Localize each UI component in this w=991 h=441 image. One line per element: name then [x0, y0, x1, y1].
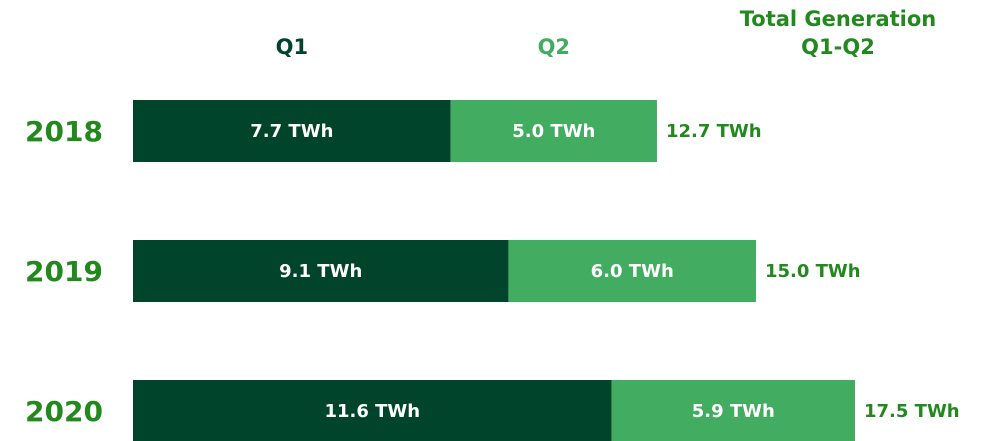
value-label: 9.1 TWh — [279, 261, 362, 282]
bar-segment — [450, 100, 657, 162]
bar-segment — [611, 380, 855, 441]
bar-segment — [508, 240, 756, 302]
year-label: 2020 — [25, 395, 103, 428]
value-label: 11.6 TWh — [324, 401, 420, 422]
value-label: 5.9 TWh — [692, 401, 775, 422]
value-label: 5.0 TWh — [512, 121, 595, 142]
total-label: 17.5 TWh — [864, 401, 960, 422]
bar-segment — [133, 380, 612, 441]
legend-header: Q1 — [276, 35, 308, 59]
totals-header: Q1-Q2 — [801, 35, 875, 59]
totals-header: Total Generation — [740, 7, 937, 31]
year-label: 2018 — [25, 115, 103, 148]
total-label: 12.7 TWh — [666, 121, 762, 142]
total-label: 15.0 TWh — [765, 261, 861, 282]
bar-segment — [133, 240, 509, 302]
year-label: 2019 — [25, 255, 103, 288]
bar-segment — [133, 100, 451, 162]
value-label: 6.0 TWh — [591, 261, 674, 282]
legend-header: Q2 — [538, 35, 570, 59]
value-label: 7.7 TWh — [250, 121, 333, 142]
